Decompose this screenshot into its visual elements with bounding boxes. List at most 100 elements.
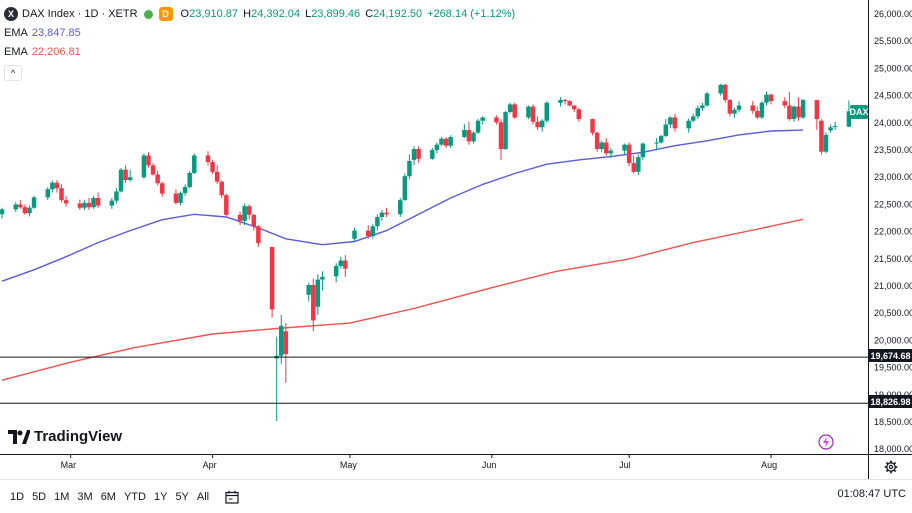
settings-gear-icon[interactable] xyxy=(868,454,912,479)
candle-body xyxy=(22,207,28,214)
candle-body xyxy=(251,214,257,227)
candle xyxy=(434,142,440,154)
candle-body xyxy=(246,206,252,215)
lightning-icon[interactable] xyxy=(818,434,834,450)
range-6m[interactable]: 6M xyxy=(100,490,116,503)
ohlc-close-label: C xyxy=(365,8,374,20)
utc-clock[interactable]: 01:08:47 UTC xyxy=(837,488,906,500)
range-5d[interactable]: 5D xyxy=(32,490,47,503)
candle xyxy=(315,274,321,315)
candle xyxy=(498,119,504,160)
candle-body xyxy=(718,84,723,94)
candle-body xyxy=(567,101,572,106)
price-tick-label: 25,000.00 xyxy=(874,63,912,73)
range-1d[interactable]: 1D xyxy=(10,490,25,503)
candle xyxy=(755,106,760,120)
candle-body xyxy=(512,104,517,118)
candle-body xyxy=(150,165,156,175)
candle-body xyxy=(471,132,476,142)
candle-body xyxy=(695,108,701,117)
candle-body xyxy=(31,197,37,208)
legend-ema-slow[interactable]: EMA 22,206.81 xyxy=(4,42,517,61)
candle-body xyxy=(846,111,852,127)
market-status-icon[interactable] xyxy=(143,9,153,19)
candle-body xyxy=(594,132,600,149)
range-1y[interactable]: 1Y xyxy=(153,490,168,503)
candle xyxy=(0,207,5,219)
candle xyxy=(182,184,188,196)
price-scale[interactable] xyxy=(868,0,912,454)
candle xyxy=(732,107,737,118)
candle-body xyxy=(530,106,536,122)
candle-body xyxy=(109,200,115,206)
candle-body xyxy=(571,105,577,110)
candle-body xyxy=(796,106,801,118)
symbol-badge-icon[interactable]: X xyxy=(4,7,18,21)
price-tick-label: 19,500.00 xyxy=(874,363,912,373)
candle-body xyxy=(123,169,128,181)
candle xyxy=(127,169,133,182)
price-tick-label: 20,500.00 xyxy=(874,308,912,318)
legend-ema-fast[interactable]: EMA 23,847.85 xyxy=(4,23,517,42)
hline-label-1: 19,674.68 xyxy=(869,349,912,362)
range-all[interactable]: All xyxy=(196,490,210,503)
candle-body xyxy=(13,204,18,210)
candle xyxy=(782,97,788,109)
candle xyxy=(691,113,696,122)
candle xyxy=(494,115,499,125)
candle xyxy=(562,98,568,105)
range-5y[interactable]: 5Y xyxy=(175,490,189,503)
candle-body xyxy=(77,203,83,208)
time-axis[interactable] xyxy=(0,454,868,479)
candle xyxy=(283,323,289,383)
candle-body xyxy=(0,209,5,215)
candle-body xyxy=(398,200,403,215)
candle-body xyxy=(127,177,133,181)
candle-body xyxy=(210,162,215,172)
candle-body xyxy=(333,265,339,277)
range-3m[interactable]: 3M xyxy=(77,490,93,503)
ohlc-low-value: 23,899.46 xyxy=(311,8,361,20)
candle-body xyxy=(173,193,179,203)
candle xyxy=(365,225,371,239)
currency-badge[interactable]: D xyxy=(158,7,173,21)
candle xyxy=(150,163,156,176)
candle-body xyxy=(18,204,23,208)
candle-body xyxy=(782,101,788,106)
candle xyxy=(796,97,801,121)
ema-fast-line xyxy=(1,129,804,282)
ohlc-high-label: H xyxy=(243,8,252,20)
calendar-icon[interactable] xyxy=(225,490,239,504)
candle-body xyxy=(466,129,472,142)
collapse-legend-icon[interactable]: ^ xyxy=(4,65,22,81)
candle-body xyxy=(503,112,508,149)
ohlc-close-value: 24,192.50 xyxy=(373,8,423,20)
candle-body xyxy=(95,197,101,206)
candle-body xyxy=(736,105,742,110)
candle xyxy=(141,153,147,179)
candle xyxy=(224,193,229,217)
price-chart[interactable]: 26,000.00 25,500.00 25,000.00 24,500.00 24,0… xyxy=(0,0,912,479)
last-price-label: DAX xyxy=(849,105,869,119)
candle-body xyxy=(787,105,792,120)
ohlc-open-label: O xyxy=(180,8,190,20)
candle xyxy=(704,91,710,107)
tradingview-logo[interactable]: TradingView xyxy=(8,428,122,445)
candle-body xyxy=(539,120,545,128)
candle xyxy=(269,246,275,318)
symbol-title[interactable]: DAX Index · 1D · XETR xyxy=(22,8,138,20)
candle xyxy=(416,146,421,163)
candle-body xyxy=(416,149,421,159)
range-ytd[interactable]: YTD xyxy=(123,490,146,503)
candle-body xyxy=(50,182,55,190)
candle-body xyxy=(663,124,669,136)
candle xyxy=(507,102,513,114)
candle-body xyxy=(141,155,147,178)
candle xyxy=(219,180,224,198)
range-1m[interactable]: 1M xyxy=(54,490,70,503)
candle xyxy=(205,151,211,166)
candle-body xyxy=(311,285,316,321)
ohlc-change-value: +268.14 (+1.12%) xyxy=(427,8,516,20)
candle xyxy=(622,143,627,155)
candle-body xyxy=(224,195,229,215)
